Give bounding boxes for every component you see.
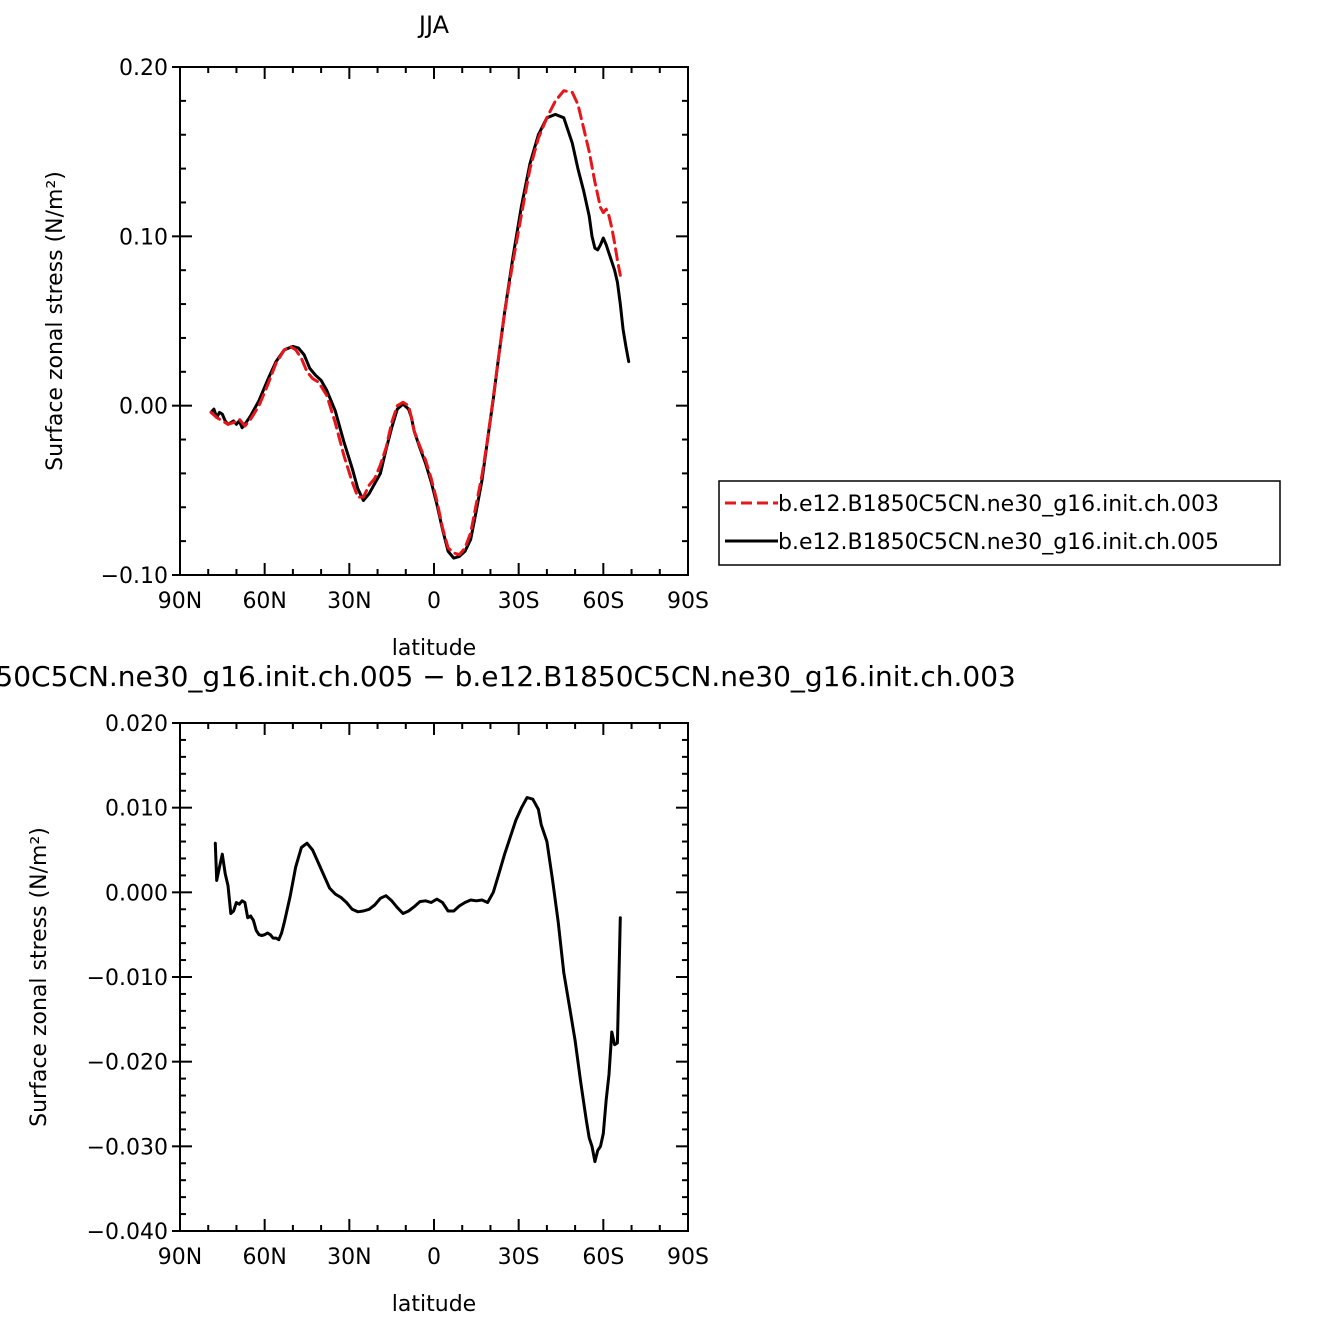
top-panel-title: JJA: [417, 11, 450, 39]
x-tick-label: 30N: [327, 589, 371, 614]
top-x-axis-label: latitude: [392, 636, 476, 661]
x-tick-label: 0: [427, 589, 441, 614]
top-y-axis-label: Surface zonal stress (N/m²): [43, 171, 68, 471]
x-tick-label: 30S: [498, 1245, 540, 1270]
x-tick-label: 0: [427, 1245, 441, 1270]
y-tick-label: −0.10: [101, 564, 168, 589]
x-tick-label: 30N: [327, 1245, 371, 1270]
legend-label-series-005: b.e12.B1850C5CN.ne30_g16.init.ch.005: [778, 530, 1219, 555]
bottom-ticks: 90N 60N 30N 0 30S 60S 90S 0.020 0.010 0.000 −0.010…: [87, 712, 709, 1270]
y-tick-label: 0.10: [119, 225, 168, 250]
y-tick-label: −0.020: [87, 1051, 168, 1076]
bottom-panel: b.e12.B1850C5CN.ne30_g16.init.ch.005 − b…: [0, 660, 1016, 1317]
x-tick-label: 90N: [158, 1245, 202, 1270]
series-line-0: [213, 796, 622, 1164]
bottom-series-layer: [213, 796, 622, 1164]
bottom-x-axis-label: latitude: [392, 1292, 476, 1317]
y-tick-label: 0.20: [119, 56, 168, 81]
x-tick-label: 60S: [582, 1245, 624, 1270]
y-tick-label: 0.010: [105, 797, 168, 822]
y-tick-label: 0.000: [105, 881, 168, 906]
legend: b.e12.B1850C5CN.ne30_g16.init.ch.003 b.e…: [718, 480, 1281, 566]
y-tick-label: 0.020: [105, 712, 168, 737]
x-tick-label: 60N: [242, 1245, 286, 1270]
y-tick-label: 0.00: [119, 395, 168, 420]
series-line-0: [209, 89, 622, 557]
x-tick-label: 60N: [242, 589, 286, 614]
top-ticks: 90N 60N 30N 0 30S 60S 90S 0.20 0.10 0.00 −0.10: [101, 56, 709, 614]
x-tick-label: 90S: [667, 589, 709, 614]
legend-label-series-003: b.e12.B1850C5CN.ne30_g16.init.ch.003: [778, 492, 1219, 517]
bottom-panel-title: b.e12.B1850C5CN.ne30_g16.init.ch.005 − b…: [0, 660, 1016, 693]
y-tick-label: −0.040: [87, 1220, 168, 1245]
bottom-y-axis-label: Surface zonal stress (N/m²): [27, 827, 52, 1127]
x-tick-label: 30S: [498, 589, 540, 614]
x-tick-label: 60S: [582, 589, 624, 614]
y-tick-label: −0.030: [87, 1135, 168, 1160]
legend-box: [718, 480, 1281, 566]
x-tick-label: 90S: [667, 1245, 709, 1270]
y-tick-label: −0.010: [87, 966, 168, 991]
top-series-layer: [209, 89, 631, 560]
top-panel: JJA 90N 60N 30N 0 30S 60S 90S 0.20 0.10 0.00 −0.10…: [43, 11, 709, 661]
x-tick-label: 90N: [158, 589, 202, 614]
